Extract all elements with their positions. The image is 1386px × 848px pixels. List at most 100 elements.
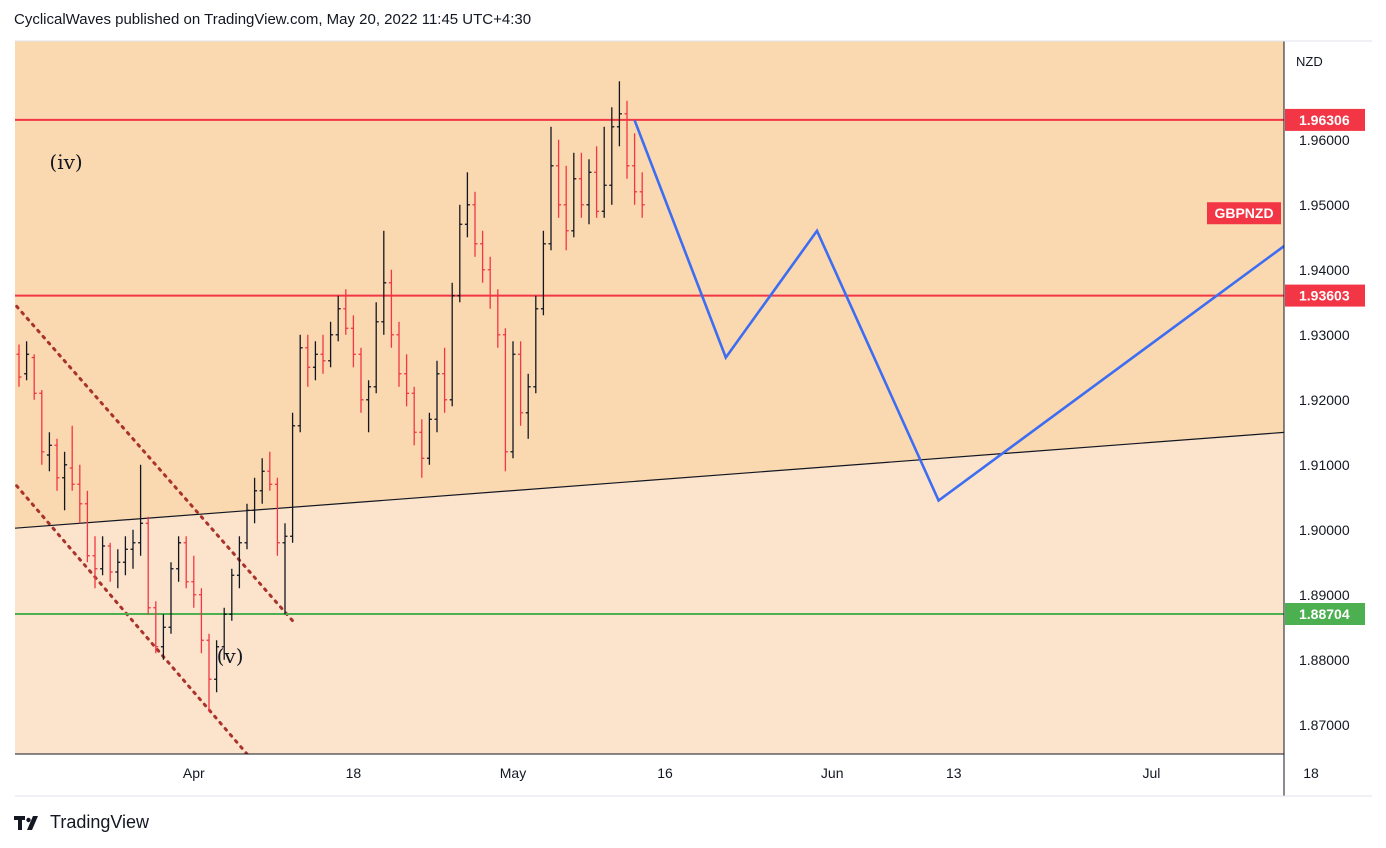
candle [16,344,22,387]
candle [373,302,379,394]
candle [100,536,106,576]
candle [153,601,159,654]
candle [502,328,508,472]
candle [366,380,372,433]
candle [472,191,478,257]
level-badge-1 [1285,284,1365,307]
candle [419,419,425,478]
candle [267,451,273,491]
candle [404,354,410,407]
wave-label-iv: (iv) [49,150,82,174]
currency-label: NZD [1296,54,1323,69]
candle [540,230,546,316]
candle [571,152,577,238]
y-tick-label: 1.93000 [1299,327,1350,343]
candle [62,451,68,511]
y-tick-label: 1.92000 [1299,392,1350,408]
candle [578,152,584,218]
candle [457,204,463,303]
x-tick-label: May [500,765,526,781]
candle [305,334,311,387]
candle [358,347,364,413]
y-tick-label: 1.94000 [1299,262,1350,278]
candle [434,360,440,433]
candle [282,523,288,615]
candle [495,289,501,348]
wave-label-v: (v) [217,644,244,668]
candle [107,542,113,582]
x-tick-label: 18 [1303,765,1319,781]
candle [411,386,417,446]
candle [244,503,250,550]
level-badge-label-2: 1.88704 [1299,606,1350,622]
symbol-badge [1207,202,1281,225]
x-tick-label: 13 [946,765,962,781]
candle [214,640,220,693]
channel-upper-line [15,302,295,623]
level-badge-label-1: 1.93603 [1299,288,1350,304]
candle [274,477,280,556]
candle [24,341,30,381]
y-tick-label: 1.89000 [1299,587,1350,603]
candle [510,341,516,459]
candle [624,100,630,179]
candle [586,159,592,225]
candle [122,536,128,576]
candle [464,172,470,238]
x-tick-label: Jun [821,765,844,781]
level-badge-label-0: 1.96306 [1299,112,1350,128]
y-tick-label: 1.90000 [1299,522,1350,538]
level-badge-2 [1285,602,1365,625]
candle [343,289,349,335]
candle [335,295,341,342]
candle [616,81,622,147]
x-tick-label: 16 [657,765,673,781]
level-badge-0 [1285,108,1365,131]
candle [290,412,296,543]
trendline [15,431,1284,529]
candle [191,555,197,608]
x-tick-label: 18 [346,765,362,781]
candle [69,425,75,491]
candle [442,347,448,413]
x-tick-label: Apr [183,765,205,781]
candle [115,549,121,589]
candle [632,133,638,205]
candle [160,614,166,660]
x-tick-label: Jul [1142,765,1160,781]
candle [252,477,258,524]
projection-path [633,119,1284,503]
candle [138,464,144,556]
candle [31,354,37,400]
candle [426,412,432,465]
footer: TradingView [14,812,149,833]
candle [556,139,562,218]
candle [381,230,387,335]
candle [221,607,227,660]
y-tick-label: 1.88000 [1299,652,1350,668]
publish-header: CyclicalWaves published on TradingView.c… [14,11,532,28]
candle [183,536,189,589]
symbol-badge-label: GBPNZD [1214,205,1273,221]
y-tick-label: 1.96000 [1299,132,1350,148]
candle [77,464,83,524]
candle [320,334,326,374]
candle [639,172,645,218]
candle [198,588,204,654]
candle [297,334,303,433]
candle [236,536,242,589]
upper-zone [15,41,1284,529]
candle [54,438,60,491]
candle [388,269,394,348]
candle [145,516,151,615]
y-tick-label: 1.91000 [1299,457,1350,473]
y-tick-label: 1.95000 [1299,197,1350,213]
tradingview-logo-icon [14,814,44,832]
candle [525,373,531,439]
candle [533,295,539,394]
candle [518,341,524,426]
candle [46,432,52,472]
candle [396,321,402,387]
candle [229,568,235,621]
